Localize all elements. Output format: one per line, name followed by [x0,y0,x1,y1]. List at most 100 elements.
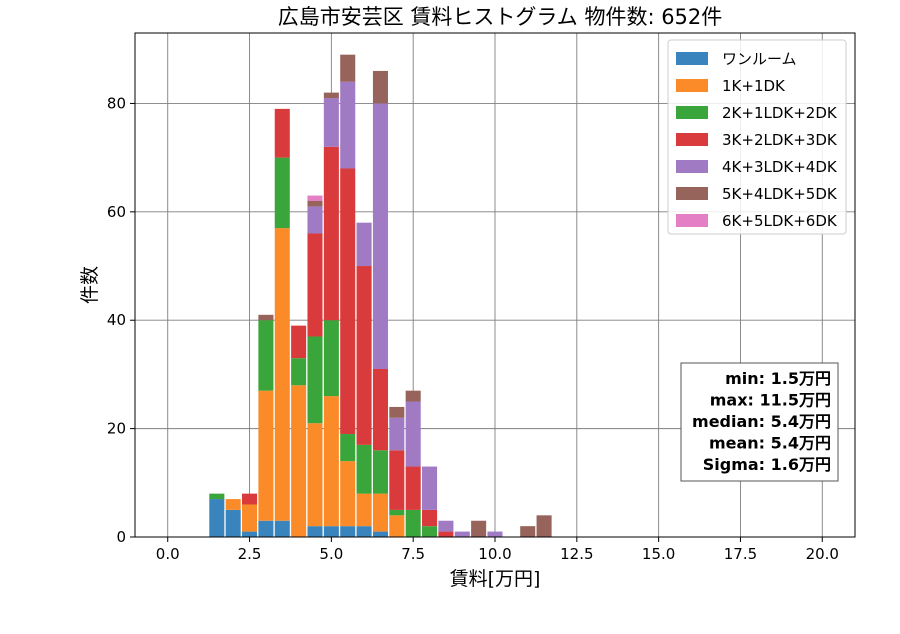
legend-label: 5K+4LDK+5DK [722,185,838,203]
x-tick-label: 15.0 [642,545,675,563]
x-tick-label: 5.0 [319,545,343,563]
bar-segment [323,98,339,147]
x-tick-label: 7.5 [401,545,425,563]
bar-segment [356,444,372,494]
bar-segment [520,526,536,537]
bar-segment [422,509,438,527]
stats-line: Sigma: 1.6万円 [703,455,831,474]
bar-segment [372,369,388,451]
bar-segment [291,385,307,537]
bar-segment [323,396,339,527]
bar-segment [356,493,372,527]
bar-segment [274,108,290,158]
y-axis-label: 件数 [79,266,101,304]
stats-box: min: 1.5万円 max: 11.5万円 median: 5.4万円 mean: … [680,362,839,482]
bar-segment [323,526,339,537]
bar-segment [340,434,356,462]
bar-segment [258,320,274,391]
x-tick-label: 2.5 [238,545,262,563]
legend-swatch [676,133,708,146]
bar-segment [422,526,438,537]
axis-ticks: 0.0 2.5 5.0 7.5 10.0 12.5 15.0 17.5 20.0 0 20 40 60 8… [107,94,839,563]
bar-segment [356,526,372,537]
legend-frame [667,39,847,235]
x-tick-label: 12.5 [560,545,593,563]
bar-segment [454,531,470,537]
bar-segment [323,320,339,397]
legend-label: 2K+1LDK+2DK [722,104,838,122]
bar-segment [258,520,274,537]
bar-segment [438,520,454,532]
x-tick-label: 0.0 [156,545,180,563]
bar-segment [389,515,405,537]
bar-segment [389,450,405,510]
legend-label: 3K+2LDK+3DK [722,131,838,149]
bar-segment [340,81,356,169]
bar-segment [307,206,323,234]
bar-segment [242,493,258,505]
bar-segment [471,520,487,537]
bar-segment [389,406,405,418]
bar-segment [209,493,225,500]
x-tick-label: 20.0 [806,545,839,563]
legend-swatch [676,160,708,173]
bar-segment [372,103,388,370]
stats-line: max: 11.5万円 [710,391,831,410]
bar-segment [258,390,274,521]
bar-segment [405,401,421,467]
bar-segment [258,314,274,321]
bar-segment [323,92,339,99]
legend: ワンルーム 1K+1DK 2K+1LDK+2DK 3K+2LDK+3DK 4K+3LDK… [667,39,847,235]
bar-segment [372,493,388,532]
bar-segment [291,358,307,386]
y-tick-label: 40 [107,311,126,329]
bar-segment [307,336,323,424]
bar-segment [340,461,356,527]
bar-segment [438,531,454,537]
bars-group [209,54,552,537]
bar-segment [422,466,438,510]
bar-segment [225,509,241,537]
chart-title: 広島市安芸区 賃料ヒストグラム 物件数: 652件 [278,5,723,29]
legend-swatch [676,106,708,119]
bar-segment [225,499,241,510]
legend-swatch [676,79,708,92]
y-tick-label: 0 [116,528,126,546]
legend-label: 6K+5LDK+6DK [722,212,838,230]
bar-segment [372,70,388,104]
x-tick-label: 10.0 [478,545,511,563]
bar-segment [307,423,323,527]
bar-segment [487,531,503,537]
bar-segment [405,509,421,537]
bar-segment [274,520,290,537]
legend-swatch [676,52,708,65]
bar-segment [274,157,290,229]
bar-segment [307,526,323,537]
legend-swatch [676,214,708,227]
bar-segment [340,168,356,435]
stats-line: mean: 5.4万円 [709,434,831,453]
bar-segment [372,450,388,494]
bar-segment [242,531,258,537]
bar-segment [242,504,258,532]
y-tick-label: 60 [107,203,126,221]
bar-segment [323,146,339,321]
legend-label: 1K+1DK [722,77,786,95]
bar-segment [291,325,307,359]
bar-segment [405,390,421,402]
bar-segment [405,466,421,510]
y-tick-label: 20 [107,420,126,438]
bar-segment [274,228,290,521]
bar-segment [389,509,405,516]
bar-segment [389,417,405,451]
bar-segment [340,526,356,537]
bar-segment [372,531,388,537]
bar-segment [209,499,225,537]
bar-segment [536,515,552,537]
legend-label: 4K+3LDK+4DK [722,158,838,176]
legend-swatch [676,187,708,200]
y-tick-label: 80 [107,94,126,112]
x-tick-label: 17.5 [724,545,757,563]
